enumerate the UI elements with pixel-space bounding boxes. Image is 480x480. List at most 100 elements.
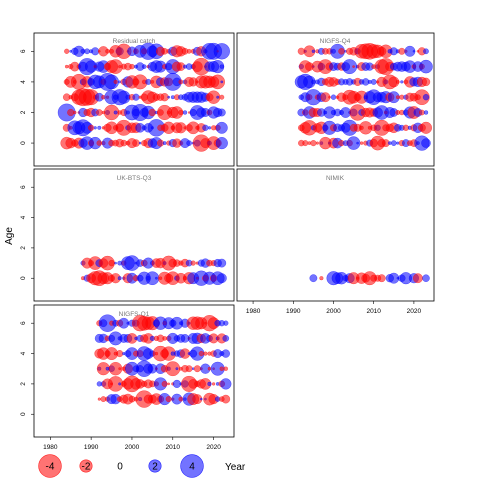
panel-frame	[236, 32, 435, 167]
residual-bubble	[95, 109, 103, 116]
residual-bubble	[64, 64, 69, 69]
legend-label: 0	[117, 462, 123, 473]
residual-bubble	[141, 64, 147, 69]
residual-bubble	[330, 94, 337, 100]
residual-bubble	[129, 63, 135, 70]
residual-bubble	[328, 95, 331, 99]
residual-bubble	[161, 380, 168, 387]
residual-bubble	[132, 93, 140, 101]
residual-bubble	[404, 45, 416, 57]
legend: -4 -2 0 2 4	[38, 454, 204, 478]
panel-nimik: NIMIK 1980 1990 2000 2010 2020	[236, 168, 435, 315]
residual-bubble	[398, 47, 406, 55]
residual-bubble	[155, 276, 158, 280]
x-tick-label: 1980	[246, 308, 261, 315]
residual-bubble	[84, 48, 90, 55]
panel-title: Residual catch	[113, 38, 156, 45]
residual-bubble	[412, 273, 423, 284]
residual-bubble	[221, 349, 230, 358]
x-tick-label: 1990	[84, 444, 99, 451]
panel-bubbles	[94, 314, 232, 408]
residual-bubble	[207, 366, 212, 371]
residual-bubble	[215, 137, 228, 150]
residual-bubble	[419, 109, 425, 116]
panel-frame	[236, 168, 435, 302]
panel-bubbles	[309, 271, 430, 286]
x-tick-label: 1980	[43, 444, 58, 451]
x-tick-label: 2020	[407, 308, 422, 315]
residual-bubble	[390, 140, 397, 146]
residual-bubble	[359, 141, 364, 145]
residual-bubble	[423, 48, 429, 55]
y-tick-label: 2	[20, 246, 27, 250]
panel-bubbles	[57, 42, 230, 152]
panel-frame	[33, 168, 235, 302]
y-tick-label: 4	[20, 215, 27, 219]
x-tick-label: 2020	[206, 444, 221, 451]
y-tick-label: 0	[20, 412, 27, 416]
legend-label: 4	[189, 462, 195, 473]
residual-bubble	[395, 95, 400, 100]
residual-bubble	[186, 140, 192, 146]
residual-bubble	[167, 95, 171, 99]
residual-bubble	[105, 49, 110, 54]
y-tick-label: 6	[20, 185, 27, 189]
residual-bubble	[96, 140, 103, 146]
residual-bubble	[162, 141, 167, 145]
residual-bubble	[167, 382, 170, 386]
residual-bubble	[310, 140, 317, 147]
legend-bubble	[180, 454, 204, 478]
residual-bubble	[315, 141, 319, 145]
panel-nigfs-q4: NIGFS-Q4	[236, 32, 435, 167]
residual-bubble	[352, 65, 355, 68]
residual-bubble	[216, 95, 220, 99]
x-axis-label: Year	[225, 462, 246, 473]
residual-bubble	[88, 124, 95, 131]
y-tick-label: 0	[20, 141, 27, 145]
residual-bubble	[64, 48, 70, 54]
residual-bubble	[202, 124, 209, 131]
residual-bubble	[223, 320, 229, 326]
residual-bubble	[210, 74, 225, 90]
residual-bubble	[220, 80, 224, 84]
residual-bubble	[185, 365, 193, 373]
residual-bubble	[311, 49, 316, 53]
residual-bubble	[117, 276, 122, 281]
panel-frame	[33, 32, 235, 167]
residual-bubble	[338, 48, 345, 55]
residual-bubble	[311, 79, 316, 85]
legend-bubble	[38, 454, 62, 478]
y-axis: 0 2 4 6	[20, 49, 34, 145]
x-axis: 1980 1990 2000 2010 2020	[43, 437, 221, 451]
y-tick-label: 6	[20, 321, 27, 325]
residual-bubble	[219, 366, 224, 371]
residual-bubble	[222, 335, 230, 342]
residual-bubble	[309, 274, 318, 283]
residual-bubble	[220, 378, 232, 390]
residual-bubble	[221, 394, 231, 404]
legend-label: -2	[82, 462, 91, 473]
panel-bubbles	[80, 255, 227, 287]
legend-label: 2	[152, 462, 158, 473]
residual-bubble	[223, 366, 228, 371]
x-tick-label: 2000	[125, 444, 140, 451]
residual-bubble	[211, 60, 225, 74]
y-tick-label: 2	[20, 110, 27, 114]
residual-bubble	[178, 109, 184, 116]
residual-bubble	[421, 138, 431, 148]
y-tick-label: 4	[20, 351, 27, 355]
legend-bubble	[148, 459, 162, 473]
residual-bubble	[97, 397, 101, 401]
residual-bubble	[93, 126, 97, 130]
residual-bubble	[213, 43, 230, 60]
residual-bubble	[203, 351, 208, 356]
residual-bubble	[421, 77, 431, 87]
residual-bubble	[132, 139, 140, 147]
residual-bubble	[420, 121, 433, 134]
panel-title: NIGFS-Q1	[119, 311, 150, 318]
residual-bubble	[113, 79, 118, 84]
residual-bubble	[73, 110, 77, 115]
y-tick-label: 2	[20, 382, 27, 386]
residual-bubble	[91, 47, 100, 56]
